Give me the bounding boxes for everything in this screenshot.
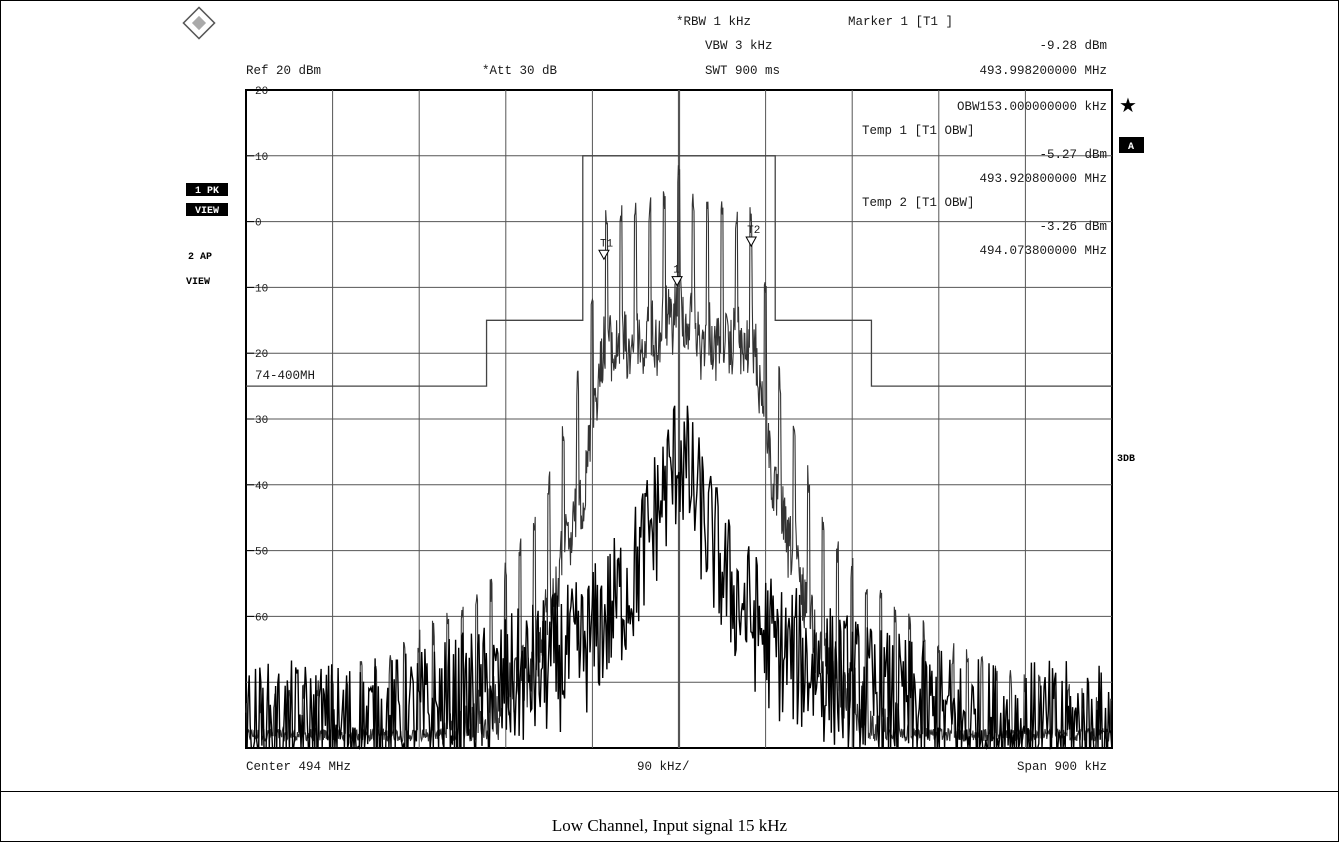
a-badge — [1119, 137, 1144, 153]
y-tick-labels: 20 10 0 10 20 30 40 50 60 — [246, 86, 268, 624]
a-indicator: A — [1128, 142, 1134, 153]
y-tick-label: 0 — [255, 218, 262, 230]
y-tick-label: 20 — [255, 86, 268, 98]
trace2-detector: 2 AP — [188, 252, 212, 263]
y-tick-label: 40 — [255, 481, 268, 493]
obw-readout: OBW153.000000000 kHz — [957, 100, 1107, 114]
y-tick-label: 50 — [255, 547, 268, 559]
trace1-view-badge — [186, 203, 228, 216]
temp2-level: -3.26 dBm — [1039, 220, 1107, 234]
traces — [245, 165, 1113, 750]
temp1-level: -5.27 dBm — [1039, 148, 1107, 162]
y-tick-label: 10 — [255, 283, 268, 295]
y-tick-label: 30 — [255, 415, 268, 427]
three-db-indicator: 3DB — [1117, 454, 1135, 465]
marker-t1-label: T1 — [600, 238, 614, 250]
trace1-detector: 1 PK — [195, 186, 219, 197]
limit-line-label: 74-400MH — [255, 369, 315, 383]
marker-title: Marker 1 [T1 ] — [848, 15, 953, 29]
trace-1-pk — [245, 165, 1112, 743]
per-division-label: 90 kHz/ — [637, 760, 690, 774]
vbw-label: VBW 3 kHz — [705, 39, 773, 53]
markers: T1 T2 1 — [598, 225, 760, 287]
spectrum-analyzer-screen: *RBW 1 kHz VBW 3 kHz SWT 900 ms Ref 20 d… — [182, 6, 1144, 774]
star-indicator: ★ — [1119, 93, 1137, 117]
marker-1-triangle — [671, 276, 683, 287]
marker-t2-label: T2 — [747, 225, 760, 237]
trace1-view: VIEW — [195, 206, 219, 217]
temp1-title: Temp 1 [T1 OBW] — [862, 124, 975, 138]
marker-frequency: 493.998200000 MHz — [979, 64, 1107, 78]
trace-2-ap — [246, 405, 1113, 750]
temp1-frequency: 493.920800000 MHz — [979, 172, 1107, 186]
marker-1-label: 1 — [673, 265, 680, 277]
temp2-title: Temp 2 [T1 OBW] — [862, 196, 975, 210]
attenuation-label: *Att 30 dB — [482, 64, 558, 78]
center-frequency-label: Center 494 MHz — [246, 760, 351, 774]
temp2-frequency: 494.073800000 MHz — [979, 244, 1107, 258]
caption-row — [0, 791, 1339, 842]
y-tick-label: 60 — [255, 612, 268, 624]
span-label: Span 900 kHz — [1017, 760, 1107, 774]
marker-level: -9.28 dBm — [1039, 39, 1107, 53]
y-tick-label: 10 — [255, 152, 268, 164]
ref-level-label: Ref 20 dBm — [246, 64, 321, 78]
figure-caption: Low Channel, Input signal 15 kHz — [551, 816, 788, 835]
marker-t2-triangle — [745, 236, 758, 248]
limit-line — [246, 155, 1112, 387]
rbw-label: *RBW 1 kHz — [676, 15, 751, 29]
trace1-badge — [186, 183, 228, 196]
rs-logo — [182, 6, 216, 40]
marker-t1-triangle — [598, 249, 610, 261]
y-tick-label: 20 — [255, 349, 268, 361]
trace2-view: VIEW — [186, 277, 210, 288]
swt-label: SWT 900 ms — [705, 64, 780, 78]
